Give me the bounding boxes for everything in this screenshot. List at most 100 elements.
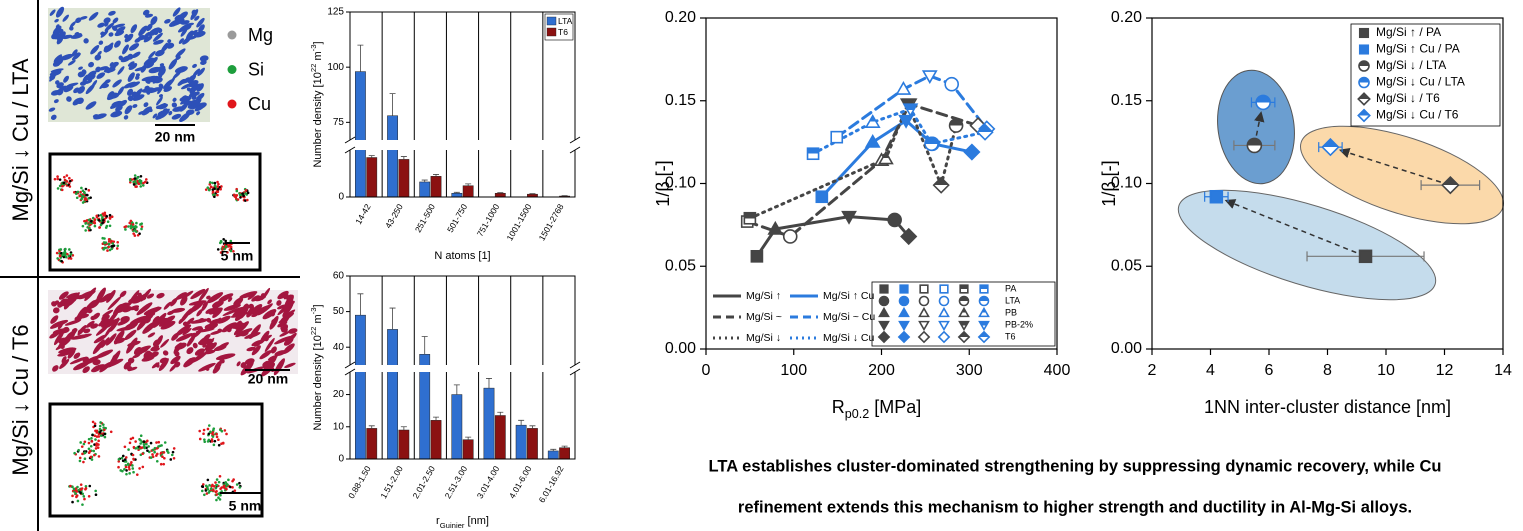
atom (208, 181, 212, 184)
x-tick-label: 6.01-16.92 (537, 464, 566, 504)
legend-label: T6 (1005, 331, 1016, 341)
atom (131, 467, 135, 470)
data-point (976, 123, 994, 141)
data-point (1246, 137, 1263, 154)
atom (108, 217, 112, 220)
atom (94, 447, 98, 450)
precipitate (92, 339, 105, 355)
atom (87, 197, 90, 200)
x-tick-label: 100 (780, 362, 807, 379)
precipitate (215, 353, 236, 361)
precipitate (58, 347, 77, 354)
legend-marker (918, 320, 930, 332)
atom (209, 430, 212, 434)
precipitate (132, 94, 145, 101)
atom (78, 459, 82, 463)
precipitate (190, 318, 209, 324)
data-point (1209, 189, 1224, 204)
axis-label-part: ] (312, 41, 324, 44)
precipitate (119, 290, 127, 298)
atom (121, 454, 125, 458)
precipitate (70, 334, 90, 340)
atom (93, 422, 97, 425)
atom (211, 181, 214, 185)
atom (241, 192, 244, 195)
precipitate (106, 289, 116, 303)
precipitate (61, 356, 67, 364)
precipitate (250, 304, 263, 315)
atom (97, 439, 100, 443)
precipitate (262, 360, 271, 368)
precipitate (54, 18, 59, 23)
precipitate (82, 355, 100, 366)
data-point (815, 190, 829, 204)
apt-inset (48, 152, 262, 272)
atom (171, 450, 175, 454)
atom (166, 449, 169, 453)
precipitate (77, 33, 83, 38)
precipitate (267, 355, 278, 361)
atom (198, 437, 202, 441)
atom (75, 494, 79, 497)
atom (123, 458, 127, 461)
atom (217, 480, 221, 484)
atom (172, 456, 176, 460)
atom (133, 177, 137, 180)
element-swatch (227, 30, 237, 40)
precipitate (174, 361, 181, 368)
error-bar (400, 156, 407, 160)
precipitate (221, 322, 237, 333)
bar (483, 387, 495, 460)
atom (235, 189, 239, 193)
atom (151, 448, 155, 452)
precipitate (183, 23, 192, 31)
atom (135, 221, 138, 225)
atom (82, 460, 85, 464)
break-mark (344, 368, 356, 376)
error-bar (433, 174, 440, 177)
precipitate (66, 96, 72, 102)
atom (99, 434, 103, 437)
precipitate (85, 101, 97, 110)
atom (202, 428, 206, 432)
precipitate (82, 366, 90, 374)
x-tick-label: 43-250 (383, 202, 405, 230)
legend-marker (898, 320, 910, 332)
atom (137, 182, 140, 185)
atom (87, 189, 91, 192)
precipitate (261, 334, 272, 342)
precipitate (92, 312, 101, 320)
legend-marker (878, 320, 890, 332)
precipitate (227, 297, 233, 302)
bar (494, 415, 506, 460)
precipitate (127, 290, 140, 307)
precipitate (254, 305, 270, 314)
precipitate (274, 350, 287, 356)
atom (206, 427, 210, 431)
precipitate (104, 79, 111, 84)
atom (239, 196, 242, 199)
precipitate (212, 365, 221, 374)
atom (131, 453, 135, 457)
axis-label-part: m (312, 314, 324, 326)
precipitate (57, 88, 64, 96)
atom (80, 487, 84, 490)
y-tick-label: 125 (327, 7, 344, 18)
atom (102, 214, 106, 217)
precipitate (55, 80, 60, 85)
atom (66, 252, 69, 256)
atom (88, 449, 92, 453)
atom (103, 428, 106, 432)
atom (206, 478, 210, 482)
break-mark (344, 146, 356, 154)
atom (238, 193, 242, 196)
atom (103, 246, 106, 250)
y-tick-label: 0.10 (1111, 175, 1142, 192)
atom (161, 455, 164, 459)
precipitate (204, 349, 216, 355)
precipitate (124, 329, 137, 341)
precipitate (191, 326, 203, 331)
precipitate (180, 296, 188, 306)
precipitate (79, 313, 90, 319)
atom (208, 183, 212, 186)
